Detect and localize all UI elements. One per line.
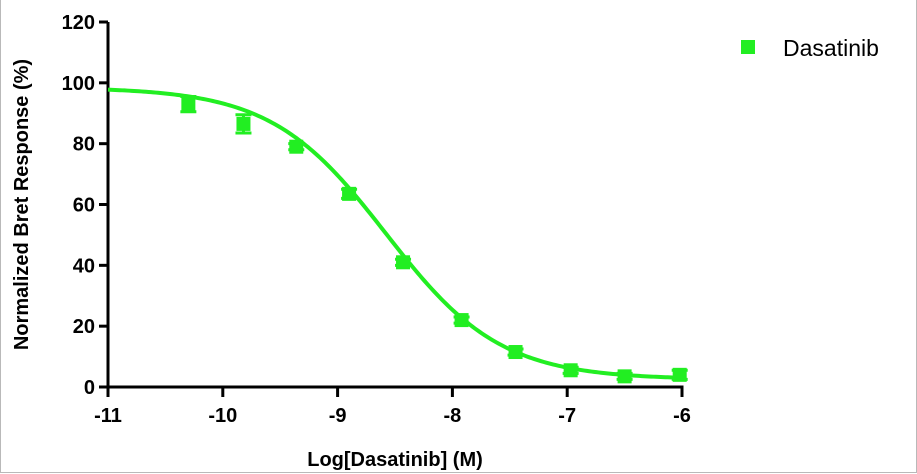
- x-tick-label: -7: [558, 405, 576, 427]
- y-tick-label: 60: [73, 195, 95, 217]
- x-tick-label: -10: [208, 405, 237, 427]
- data-points: [180, 95, 688, 384]
- y-axis-title: Normalized Bret Response (%): [11, 59, 33, 350]
- data-point: [236, 116, 251, 131]
- ticks: 0 20 40 60 80 100 120 -11 -10 -9 -8 -7 -6: [62, 12, 691, 427]
- y-tick-label: 120: [62, 12, 95, 34]
- x-tick-label: -9: [329, 405, 347, 427]
- x-axis-title: Log[Dasatinib] (M): [307, 449, 483, 471]
- y-tick-label: 20: [73, 316, 95, 338]
- data-point: [672, 367, 687, 382]
- data-point: [454, 313, 469, 328]
- data-point: [617, 369, 632, 384]
- legend-label: Dasatinib: [783, 35, 879, 61]
- data-point: [508, 345, 523, 360]
- x-tick-label: -8: [444, 405, 462, 427]
- y-tick-label: 0: [84, 377, 95, 399]
- legend-marker: [741, 40, 755, 54]
- y-tick-label: 100: [62, 73, 95, 95]
- x-tick-label: -11: [94, 405, 122, 427]
- data-point: [396, 255, 411, 270]
- data-point: [342, 186, 357, 201]
- data-point: [181, 97, 196, 112]
- legend: Dasatinib: [741, 35, 879, 61]
- data-point: [289, 139, 304, 154]
- axes: [106, 22, 684, 389]
- y-tick-label: 80: [73, 134, 95, 156]
- fit-curve: [107, 87, 680, 380]
- data-point: [563, 363, 578, 378]
- x-tick-label: -6: [673, 405, 691, 427]
- y-tick-label: 40: [73, 255, 95, 277]
